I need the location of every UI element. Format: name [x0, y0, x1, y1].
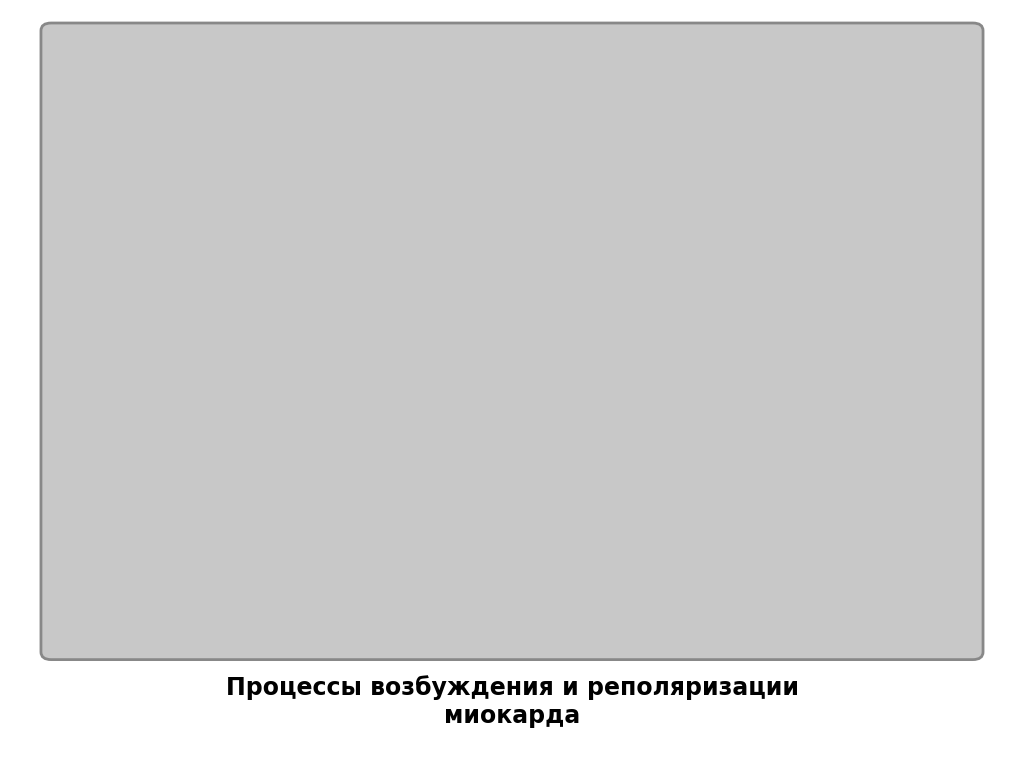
Text: P: P	[200, 356, 215, 376]
Text: Q: Q	[316, 463, 335, 483]
Text: T: T	[531, 332, 547, 352]
Text: S: S	[407, 495, 422, 515]
Text: Процесс реполяризации
(угасание возбуждения): Процесс реполяризации (угасание возбужде…	[461, 85, 695, 124]
Text: Процессы возбуждения и реполяризации
миокарда: Процессы возбуждения и реполяризации мио…	[225, 676, 799, 728]
Text: R: R	[349, 176, 367, 196]
Text: Процесс
возбуждения: Процесс возбуждения	[232, 572, 359, 611]
